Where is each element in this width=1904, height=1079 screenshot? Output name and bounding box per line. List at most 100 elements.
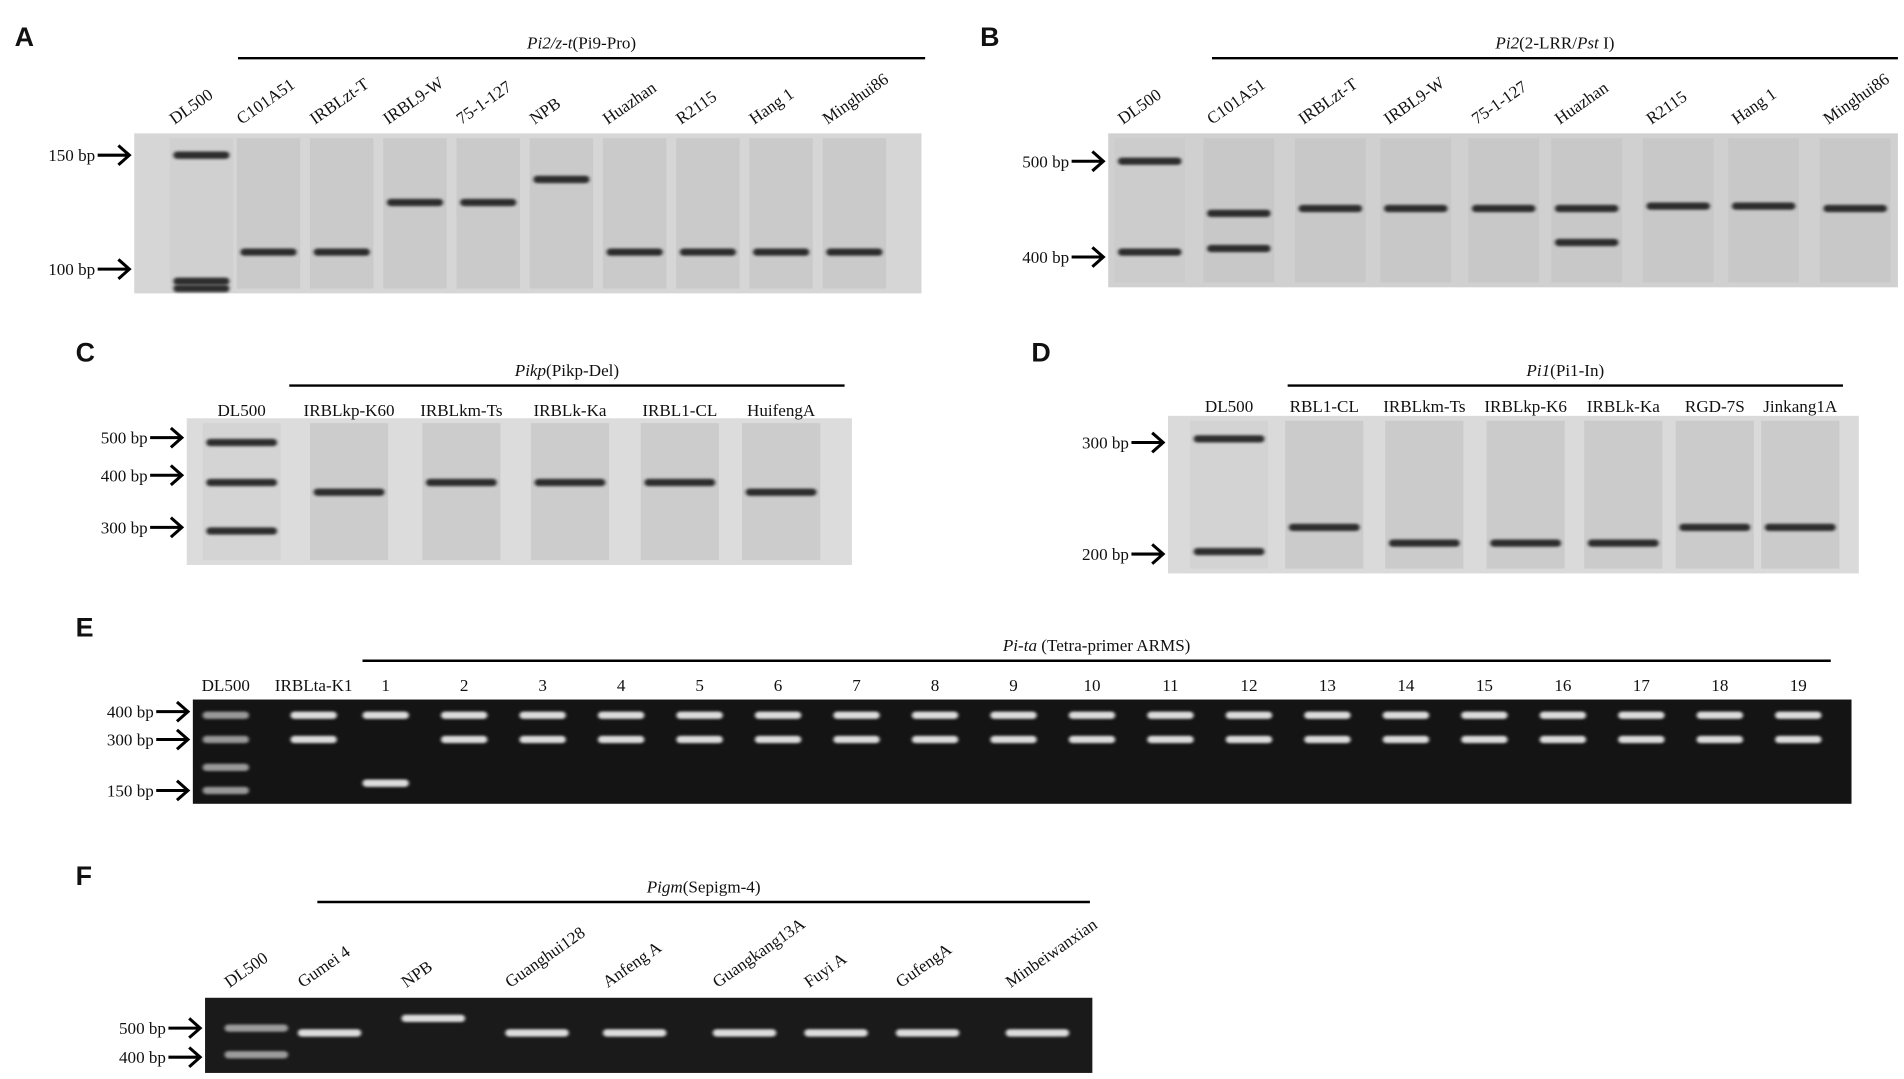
band (1147, 711, 1194, 719)
band (440, 735, 488, 744)
lane-label: IRBLta-K1 (275, 676, 353, 695)
marker-label: 300 bp (107, 731, 154, 750)
band (1775, 735, 1822, 744)
marker-arrow (150, 516, 185, 539)
band (1679, 523, 1751, 532)
gene-title: Pi2(2-LRR/Pst I) (1494, 34, 1614, 53)
lane-label: Hang 1 (746, 84, 798, 128)
lane-label: RBL1-CL (1290, 397, 1359, 416)
band (602, 1029, 667, 1037)
band (676, 735, 723, 744)
band (1461, 735, 1508, 744)
title-part: Pi1 (1525, 361, 1550, 380)
band (597, 735, 645, 744)
band (1207, 209, 1271, 218)
lane (1761, 420, 1840, 569)
lane-label: Guanghui128 (502, 923, 589, 991)
marker-label: 500 bp (1022, 152, 1069, 171)
lane (1728, 138, 1800, 283)
band (1304, 735, 1351, 744)
band (240, 248, 297, 256)
lane-label: 19 (1790, 676, 1807, 695)
band (1304, 711, 1351, 719)
lane-label: DL500 (1205, 397, 1253, 416)
band (676, 711, 723, 719)
gene-title: Pi-ta (Tetra-primer ARMS) (1002, 636, 1191, 655)
lane-label: 12 (1240, 676, 1257, 695)
title-part: Pi2 (1494, 34, 1519, 53)
band (712, 1029, 777, 1037)
band (597, 711, 645, 719)
panel-label: B (980, 22, 999, 52)
lane-label: 18 (1711, 676, 1728, 695)
lane-label: IRBLkm-Ts (420, 401, 502, 420)
band (1005, 1029, 1070, 1037)
lane-label: 17 (1633, 676, 1651, 695)
marker-arrow (156, 728, 191, 751)
band (1068, 735, 1116, 744)
marker-label: 400 bp (119, 1048, 166, 1067)
band (1731, 202, 1796, 210)
title-part: (Tetra-primer ARMS) (1037, 636, 1190, 655)
lane-label: 7 (852, 676, 861, 695)
band (519, 711, 566, 719)
marker-label: 400 bp (107, 703, 154, 722)
marker-arrow (156, 700, 191, 723)
title-part: I) (1599, 34, 1615, 53)
title-part: Pi2/z-t (526, 34, 574, 53)
band (362, 711, 409, 719)
lane-label: 13 (1319, 676, 1336, 695)
marker-label: 500 bp (101, 429, 148, 448)
marker-label: 100 bp (48, 260, 95, 279)
lane-label: 75-1-127 (453, 77, 516, 128)
lane-label: Jinkang1A (1763, 397, 1838, 416)
lane-label: C101A51 (233, 75, 298, 128)
lane-label: R2115 (672, 87, 720, 128)
marker-label: 400 bp (101, 466, 148, 485)
band (173, 151, 230, 159)
gel (186, 418, 852, 565)
lane-label: Anfeng A (599, 937, 665, 991)
lane (822, 138, 887, 289)
band (1775, 711, 1822, 719)
marker-label: 300 bp (1082, 434, 1129, 453)
band (1225, 711, 1273, 719)
lane (529, 138, 594, 289)
band (833, 735, 880, 744)
lane-label: 16 (1554, 676, 1571, 695)
band (1461, 711, 1508, 719)
band (1823, 204, 1887, 213)
lane-label: 8 (931, 676, 940, 695)
band (754, 735, 802, 744)
lane-label: Fuyi A (801, 949, 851, 992)
lane (749, 138, 813, 289)
band (1298, 204, 1363, 213)
band (1539, 735, 1587, 744)
lane-label: 11 (1162, 676, 1178, 695)
band (202, 735, 249, 744)
lane-label: IRBLk-Ka (533, 401, 606, 420)
title-part: Pikp (514, 361, 546, 380)
marker-arrow (1131, 543, 1166, 565)
lane-label: NPB (398, 957, 436, 991)
lane-label: Huazhan (1551, 78, 1612, 128)
title-part: (Pi9-Pro) (573, 34, 637, 53)
lane-label: DL500 (1114, 85, 1165, 128)
title-part: Pigm (646, 877, 683, 896)
band (1539, 711, 1587, 719)
band (895, 1029, 960, 1037)
marker-label: 400 bp (1022, 248, 1069, 267)
band (1068, 711, 1116, 719)
band (1587, 539, 1659, 547)
band (401, 1014, 466, 1023)
lane (1675, 420, 1754, 569)
lane-label: 6 (774, 676, 783, 695)
band (990, 711, 1037, 719)
band (911, 735, 959, 744)
lane-label: IRBL9-W (379, 73, 447, 128)
lane-label: IRBLk-Ka (1587, 397, 1660, 416)
lane-label: GufengA (892, 939, 956, 991)
lane-label: R2115 (1643, 87, 1691, 128)
lane-label: IRBLkm-Ts (1383, 397, 1465, 416)
marker-label: 150 bp (48, 146, 95, 165)
